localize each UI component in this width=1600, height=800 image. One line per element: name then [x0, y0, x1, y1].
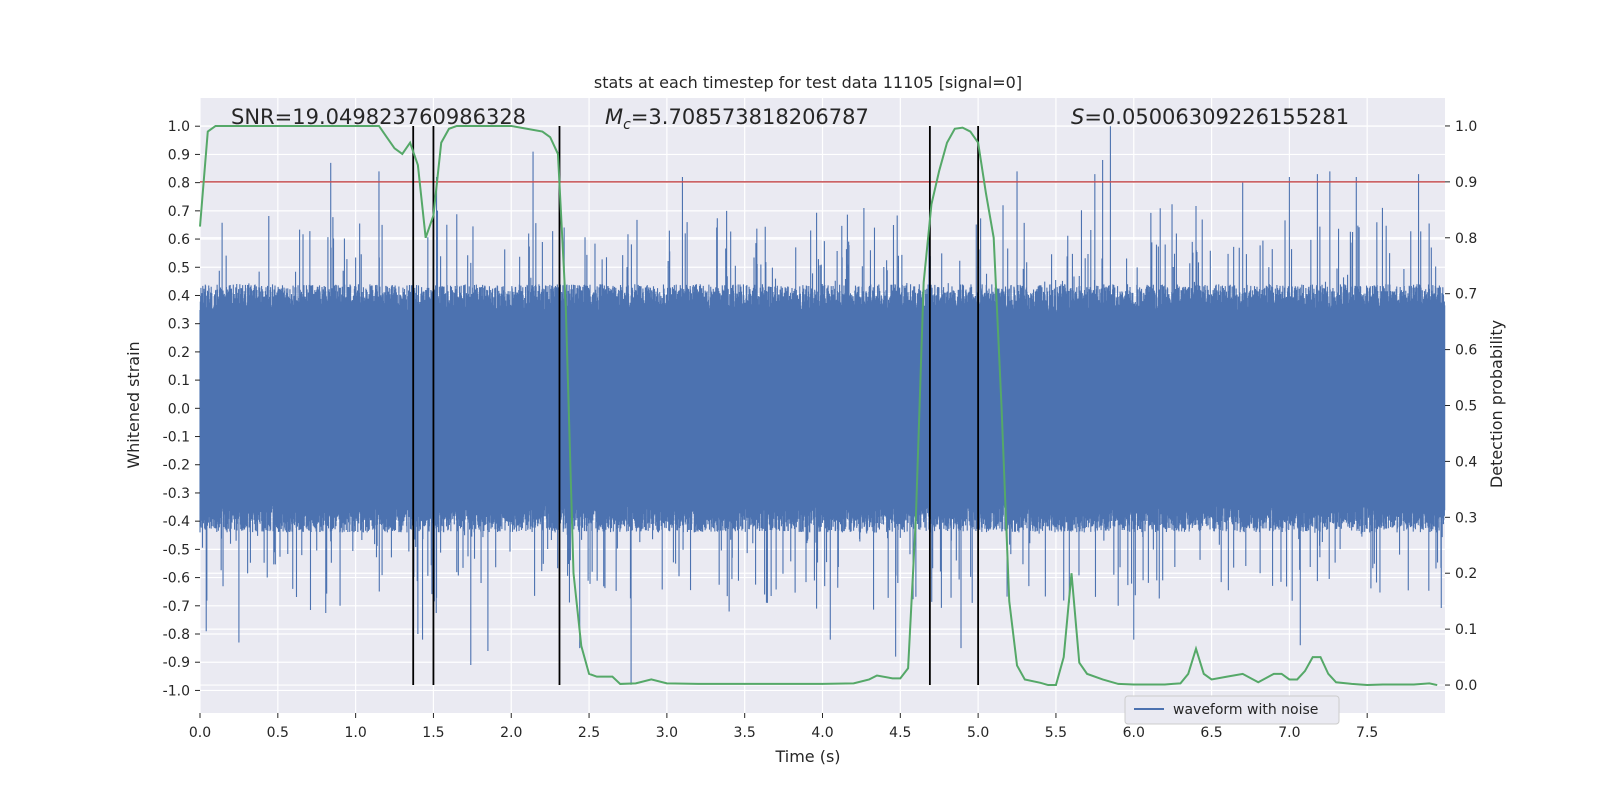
- y-left-tick-label: 0.4: [168, 288, 190, 304]
- y-left-tick-label: -0.1: [163, 430, 190, 446]
- y-left-tick-label: 0.3: [168, 317, 190, 333]
- y-right-tick-label: 0.7: [1455, 287, 1477, 303]
- y-left-tick-label: -0.5: [163, 542, 190, 558]
- x-tick-label: 2.5: [578, 725, 600, 741]
- y-left-tick-label: 0.6: [168, 232, 190, 248]
- mc-symbol: M: [605, 105, 623, 129]
- waveform-with-noise-line: [199, 126, 1446, 685]
- y-left-tick-label: 0.2: [168, 345, 190, 361]
- y-left-tick-label: -0.6: [163, 571, 190, 587]
- y-right-tick-label: 0.2: [1455, 566, 1477, 582]
- y-right-tick-label: 0.8: [1455, 231, 1477, 247]
- snr-annotation: SNR=19.049823760986328: [231, 105, 526, 129]
- x-tick-label: 6.0: [1123, 725, 1145, 741]
- waveform-series: [199, 126, 1446, 685]
- y-right-tick-label: 0.3: [1455, 510, 1477, 526]
- y-left-tick-label: 0.7: [168, 204, 190, 220]
- y-left-tick-label: 1.0: [168, 119, 190, 135]
- y-right-axis-label: Detection probability: [1487, 320, 1506, 488]
- x-tick-label: 2.0: [500, 725, 522, 741]
- s-value: =0.05006309226155281: [1084, 105, 1349, 129]
- y-left-tick-label: -1.0: [163, 683, 190, 699]
- y-left-tick-label: -0.4: [163, 514, 190, 530]
- x-tick-label: 4.5: [889, 725, 911, 741]
- y-left-tick-label: 0.9: [168, 147, 190, 163]
- x-tick-label: 5.0: [967, 725, 989, 741]
- s-symbol: S: [1071, 105, 1084, 129]
- mc-value: =3.708573818206787: [631, 105, 869, 129]
- y-right-tick-label: 0.6: [1455, 343, 1477, 359]
- legend: waveform with noise: [1124, 695, 1340, 725]
- y-left-tick-label: 0.5: [168, 260, 190, 276]
- y-left-axis-ticks: 1.0 0.9 0.8 0.7 0.6 0.5 0.4 0.3 0.2 0.1 0.0 -0.1 -0.…: [163, 119, 200, 699]
- y-right-tick-label: 0.4: [1455, 454, 1477, 470]
- y-right-tick-label: 0.1: [1455, 622, 1477, 638]
- x-axis-label: Time (s): [774, 747, 840, 766]
- y-left-tick-label: -0.8: [163, 627, 190, 643]
- chart-title: stats at each timestep for test data 111…: [594, 73, 1022, 92]
- x-tick-label: 7.5: [1356, 725, 1378, 741]
- y-left-tick-label: -0.2: [163, 458, 190, 474]
- y-right-tick-label: 0.5: [1455, 399, 1477, 415]
- detection-probability-line: [199, 124, 1438, 687]
- x-tick-label: 6.5: [1200, 725, 1222, 741]
- y-left-tick-label: 0.8: [168, 176, 190, 192]
- y-left-tick-label: -0.9: [163, 655, 190, 671]
- x-axis-ticks: 0.0 0.5 1.0 1.5 2.0 2.5 3.0 3.5 4.0 4.5 5.0 5.5 6.0 6…: [189, 713, 1378, 741]
- x-tick-label: 5.5: [1045, 725, 1067, 741]
- x-tick-label: 3.0: [656, 725, 678, 741]
- legend-box: [1124, 695, 1340, 725]
- s-annotation: S=0.05006309226155281: [1071, 105, 1349, 129]
- y-right-tick-label: 1.0: [1455, 119, 1477, 135]
- x-tick-label: 1.0: [344, 725, 366, 741]
- y-right-axis-ticks: 1.0 0.9 0.8 0.7 0.6 0.5 0.4 0.3 0.2 0.1 0.0: [1445, 119, 1477, 694]
- y-left-tick-label: 0.0: [168, 401, 190, 417]
- y-right-tick-label: 0.9: [1455, 175, 1477, 191]
- mc-subscript: c: [623, 117, 631, 133]
- x-tick-label: 3.5: [734, 725, 756, 741]
- y-right-tick-label: 0.0: [1455, 678, 1477, 694]
- y-left-tick-label: -0.7: [163, 599, 190, 615]
- y-left-tick-label: 0.1: [168, 373, 190, 389]
- x-tick-label: 7.0: [1278, 725, 1300, 741]
- x-tick-label: 1.5: [422, 725, 444, 741]
- probability-series: [199, 124, 1438, 687]
- x-tick-label: 4.0: [811, 725, 833, 741]
- mc-annotation: Mc=3.708573818206787: [605, 105, 869, 133]
- legend-label: waveform with noise: [1173, 702, 1318, 718]
- x-tick-label: 0.0: [189, 725, 211, 741]
- y-left-axis-label: Whitened strain: [124, 341, 143, 468]
- x-tick-label: 0.5: [267, 725, 289, 741]
- y-left-tick-label: -0.3: [163, 486, 190, 502]
